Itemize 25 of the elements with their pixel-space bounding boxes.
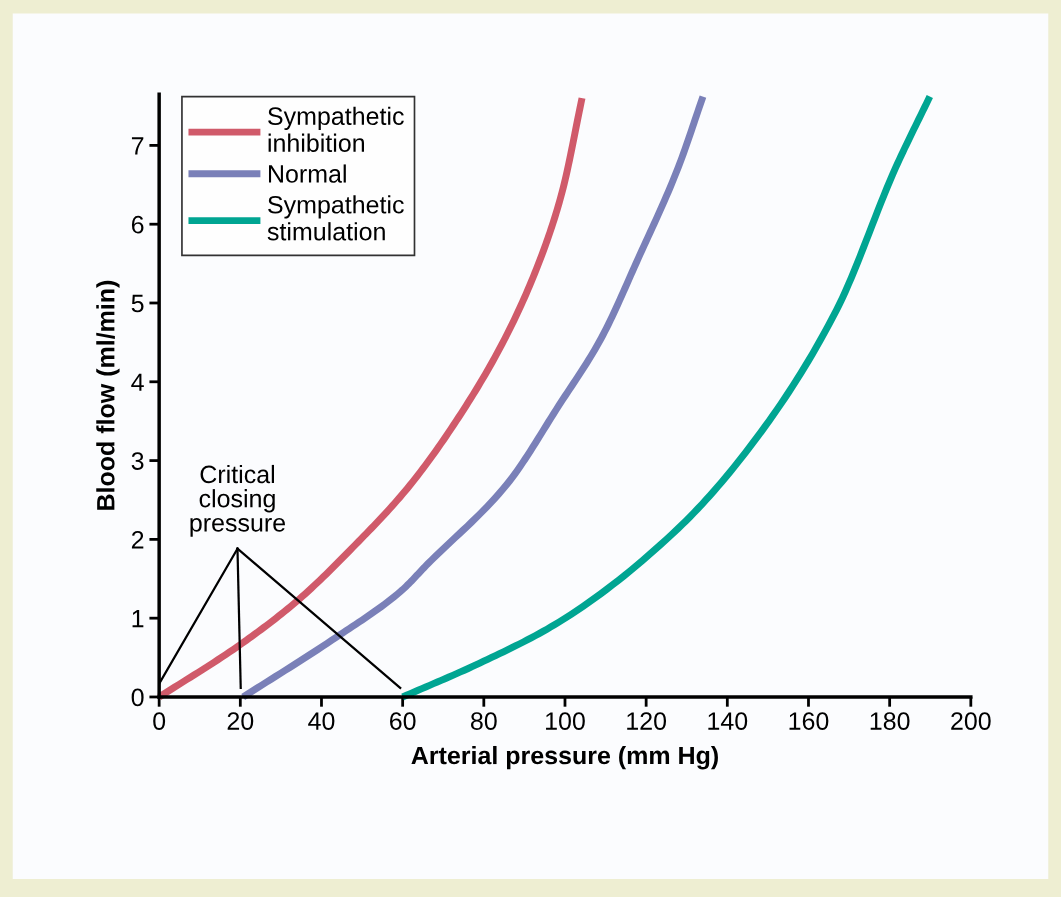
y-tick-label: 4: [131, 373, 144, 391]
x-tick-label: 100: [546, 712, 585, 730]
y-tick-label: 1: [132, 610, 144, 628]
x-tick-label: 140: [708, 712, 748, 730]
y-tick-label: 0: [131, 688, 144, 707]
x-tick-label: 20: [227, 712, 254, 730]
y-tick-label: 3: [131, 452, 144, 470]
x-tick-label: 80: [471, 712, 497, 730]
x-tick-label: 120: [627, 712, 667, 730]
x-axis-title: Arterial pressure (mm Hg): [411, 745, 718, 770]
x-tick-label: 60: [390, 712, 416, 730]
legend-label: Normal: [268, 164, 346, 183]
y-tick-label: 2: [131, 530, 144, 549]
legend-label: Sympathetic stimulation: [267, 195, 404, 241]
y-tick-label: 5: [131, 294, 144, 313]
legend-label: Sympathetic inhibition: [268, 106, 404, 152]
x-tick-label: 40: [308, 712, 335, 730]
y-tick-label: 6: [131, 215, 144, 234]
x-tick-label: 0: [153, 712, 166, 730]
x-tick-label: 200: [951, 712, 991, 730]
x-tick-label: 180: [870, 712, 910, 730]
x-tick-label: 160: [789, 712, 829, 730]
annotation: Critical closing pressure: [190, 464, 285, 537]
y-axis-title: Blood flow (ml/min): [96, 280, 120, 510]
y-tick-label: 7: [131, 137, 144, 155]
